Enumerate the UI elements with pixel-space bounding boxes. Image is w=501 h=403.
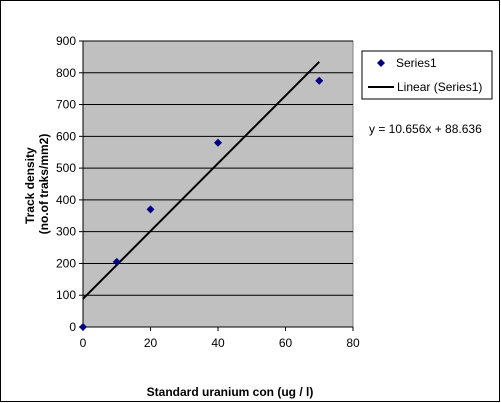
y-tick-label-400: 400 [56,193,76,207]
y-tick-label-100: 100 [56,288,76,302]
x-tick-label-80: 80 [346,336,360,350]
y-tick-label-0: 0 [69,320,76,334]
x-tick-label-20: 20 [144,336,158,350]
data-point [146,205,155,214]
y-tick-label-500: 500 [56,161,76,175]
trendline [82,61,320,300]
x-tick-label-60: 60 [279,336,293,350]
data-points [79,76,324,331]
y-tick-label-300: 300 [56,225,76,239]
y-axis-ticks: 0 100 200 300 400 500 600 700 800 900 [56,34,76,334]
x-tick-label-40: 40 [211,336,225,350]
y-tick-label-700: 700 [56,98,76,112]
data-point [315,76,324,85]
trendline-group [82,61,320,300]
data-point [79,323,87,331]
legend-label-trendline: Linear (Series1) [397,80,482,94]
legend-label-series1: Series1 [396,56,437,70]
trendline-equation: y = 10.656x + 88.636 [369,122,482,136]
gridlines [83,40,353,296]
y-axis-title-line-2: (no.of traks/mm2) [37,134,51,235]
y-tick-label-200: 200 [56,256,76,270]
x-axis-ticks: 0 20 40 60 80 [80,336,360,350]
plot-area [82,40,354,328]
x-axis-title: Standard uranium con (ug / l) [147,385,314,399]
y-axis-title: Track density (no.of traks/mm2) [23,134,51,235]
y-tick-label-900: 900 [56,34,76,48]
data-point [214,138,222,147]
x-tick-label-0: 0 [80,336,87,350]
legend: Series1 Linear (Series1) [361,50,493,100]
legend-marker-series1 [377,59,385,67]
y-tick-label-800: 800 [56,66,76,80]
y-tick-label-600: 600 [56,129,76,143]
legend-box [361,50,493,100]
y-axis-title-line-1: Track density [23,147,37,224]
data-point [112,257,121,266]
